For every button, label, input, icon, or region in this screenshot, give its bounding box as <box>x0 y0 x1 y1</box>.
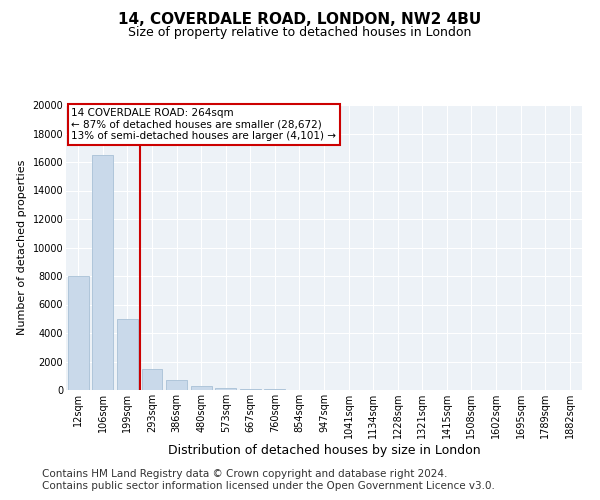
X-axis label: Distribution of detached houses by size in London: Distribution of detached houses by size … <box>167 444 481 457</box>
Text: Contains public sector information licensed under the Open Government Licence v3: Contains public sector information licen… <box>42 481 495 491</box>
Bar <box>68 276 89 390</box>
Bar <box>191 386 212 390</box>
Bar <box>215 388 236 390</box>
Text: Contains HM Land Registry data © Crown copyright and database right 2024.: Contains HM Land Registry data © Crown c… <box>42 469 448 479</box>
Bar <box>240 388 261 390</box>
Bar <box>92 155 113 390</box>
Text: 14, COVERDALE ROAD, LONDON, NW2 4BU: 14, COVERDALE ROAD, LONDON, NW2 4BU <box>118 12 482 28</box>
Bar <box>166 380 187 390</box>
Y-axis label: Number of detached properties: Number of detached properties <box>17 160 27 335</box>
Bar <box>142 368 163 390</box>
Text: Size of property relative to detached houses in London: Size of property relative to detached ho… <box>128 26 472 39</box>
Bar <box>117 319 138 390</box>
Text: 14 COVERDALE ROAD: 264sqm
← 87% of detached houses are smaller (28,672)
13% of s: 14 COVERDALE ROAD: 264sqm ← 87% of detac… <box>71 108 336 141</box>
